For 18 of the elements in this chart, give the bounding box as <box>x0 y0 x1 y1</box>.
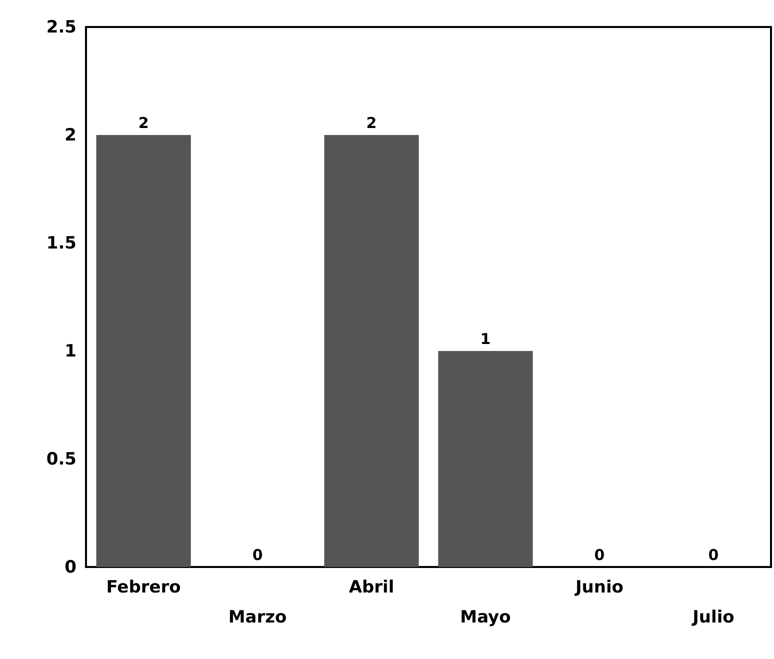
y-tick-label: 1 <box>64 342 76 362</box>
data-label: 0 <box>708 546 719 564</box>
y-tick-label: 2 <box>64 126 76 146</box>
data-label: 2 <box>138 114 149 132</box>
data-label: 1 <box>480 330 491 348</box>
x-tick-label: Febrero <box>106 578 181 598</box>
y-tick-label: 0.5 <box>46 450 76 470</box>
x-tick-label: Julio <box>692 608 734 628</box>
y-tick-label: 0 <box>64 558 77 578</box>
x-tick-label: Junio <box>574 578 624 598</box>
y-tick-label: 1.5 <box>46 234 76 254</box>
x-tick-label: Mayo <box>460 608 511 628</box>
data-label: 0 <box>252 546 263 564</box>
data-label: 0 <box>594 546 605 564</box>
x-tick-label: Marzo <box>228 608 287 628</box>
y-tick-label: 2.5 <box>46 18 76 38</box>
data-label: 2 <box>366 114 377 132</box>
x-tick-label: Abril <box>348 578 394 598</box>
